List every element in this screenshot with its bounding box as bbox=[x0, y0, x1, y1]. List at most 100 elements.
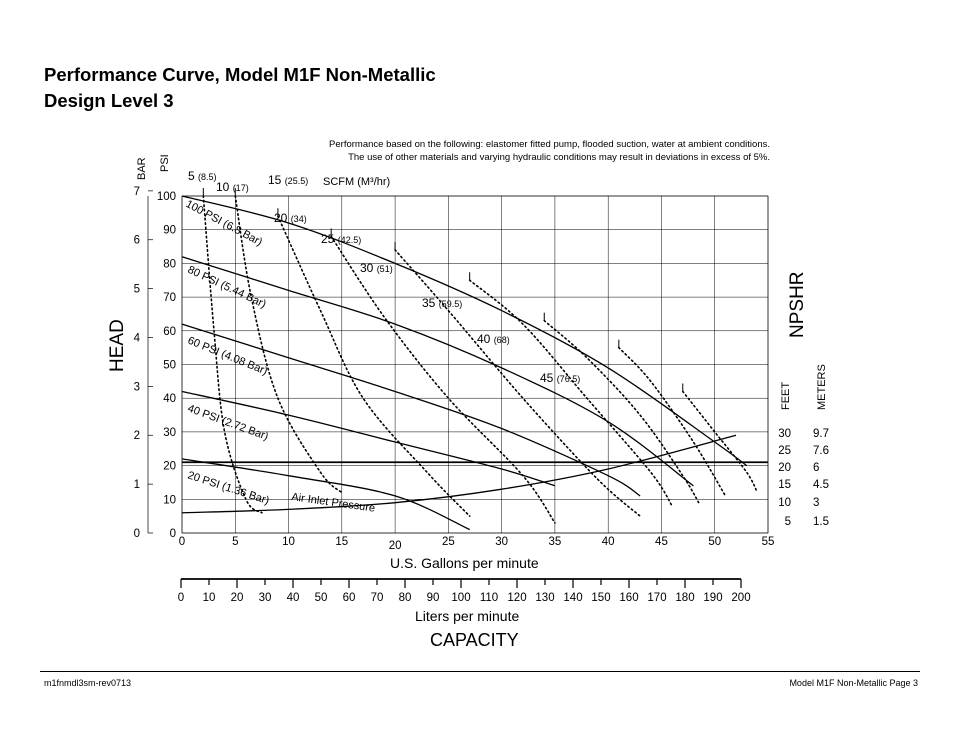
lpm-tick-label: 60 bbox=[343, 592, 356, 604]
bar-tick-label: 0 bbox=[134, 528, 140, 540]
air-inlet-curve bbox=[181, 434, 737, 514]
x-tick-label: 50 bbox=[708, 536, 721, 548]
psi-tick-label: 0 bbox=[170, 528, 176, 540]
lpm-axis-title: Liters per minute bbox=[415, 608, 519, 624]
lpm-tick-label: 20 bbox=[231, 592, 244, 604]
scfm-curve-label: 45 (76.5) bbox=[540, 371, 580, 385]
npshr-feet-tick-label: 15 bbox=[778, 479, 791, 491]
performance-note-line-2: The use of other materials and varying h… bbox=[348, 152, 770, 163]
scfm-curve bbox=[682, 390, 759, 494]
npshr-axis-title: NPSHR bbox=[787, 271, 808, 338]
psi-tick-label: 30 bbox=[163, 427, 176, 439]
lpm-tick-label: 160 bbox=[619, 592, 638, 604]
lpm-tick-label: 120 bbox=[507, 592, 526, 604]
lpm-tick-label: 190 bbox=[703, 592, 722, 604]
document-code: m1fnmdl3sm-rev0713 bbox=[44, 678, 132, 688]
lpm-tick-label: 80 bbox=[399, 592, 412, 604]
pressure-curve bbox=[181, 323, 641, 497]
lpm-tick-label: 180 bbox=[675, 592, 694, 604]
psi-tick-label: 50 bbox=[163, 360, 176, 372]
lpm-tick-label: 30 bbox=[259, 592, 272, 604]
x-tick-label: 10 bbox=[282, 536, 295, 548]
psi-tick-label: 40 bbox=[163, 393, 176, 405]
npshr-meter-tick-label: 7.6 bbox=[813, 445, 829, 457]
lpm-tick-label: 90 bbox=[427, 592, 440, 604]
scfm-curve-label: 30 (51) bbox=[360, 261, 393, 275]
npshr-feet-tick-label: 30 bbox=[778, 428, 791, 440]
head-axis-title: HEAD bbox=[107, 319, 128, 372]
lpm-tick-label: 140 bbox=[563, 592, 582, 604]
scfm-curve bbox=[543, 319, 700, 504]
x-tick-label: 15 bbox=[335, 536, 348, 548]
capacity-title: CAPACITY bbox=[430, 630, 519, 650]
feet-axis-title: FEET bbox=[780, 382, 792, 410]
bar-tick-label: 7 bbox=[134, 186, 140, 198]
performance-note-line-1: Performance based on the following: elas… bbox=[329, 139, 770, 150]
npshr-meter-tick-label: 4.5 bbox=[813, 479, 829, 491]
pressure-curve bbox=[181, 195, 748, 467]
npshr-feet-tick-label: 5 bbox=[785, 516, 791, 528]
x-tick-label: 5 bbox=[232, 536, 238, 548]
lpm-tick-label: 70 bbox=[371, 592, 384, 604]
pressure-curve-label: 20 PSI (1.36 Bar) bbox=[186, 469, 271, 507]
pressure-curve bbox=[181, 256, 694, 487]
psi-axis-title: PSI bbox=[159, 154, 171, 172]
npshr-meter-tick-label: 1.5 bbox=[813, 516, 829, 528]
scfm-curve bbox=[330, 235, 556, 524]
bar-tick-label: 4 bbox=[134, 332, 141, 344]
bar-tick-label: 1 bbox=[134, 479, 140, 491]
x-tick-label: 30 bbox=[495, 536, 508, 548]
footer-divider bbox=[40, 671, 920, 672]
pressure-curve bbox=[181, 390, 556, 487]
pressure-curve bbox=[181, 458, 470, 531]
bar-tick-label: 2 bbox=[134, 430, 140, 442]
scfm-curve-label: 10 (17) bbox=[216, 180, 249, 194]
bar-tick-label: 5 bbox=[134, 284, 140, 296]
lpm-tick-label: 0 bbox=[178, 592, 184, 604]
air-inlet-label: Air Inlet Pressure bbox=[291, 491, 376, 515]
page-title: Performance Curve, Model M1F Non-Metalli… bbox=[44, 62, 436, 114]
scfm-title: SCFM (M³/hr) bbox=[323, 176, 390, 188]
lpm-tick-label: 150 bbox=[591, 592, 610, 604]
psi-tick-label: 100 bbox=[157, 191, 176, 203]
psi-tick-label: 10 bbox=[163, 494, 176, 506]
x-tick-label: 55 bbox=[762, 536, 775, 548]
npshr-feet-tick-label: 25 bbox=[778, 445, 791, 457]
lpm-tick-label: 130 bbox=[535, 592, 554, 604]
scfm-curve bbox=[277, 215, 471, 517]
psi-tick-label: 80 bbox=[163, 258, 176, 270]
scfm-curve bbox=[234, 195, 343, 494]
x-axis-title: U.S. Gallons per minute bbox=[390, 555, 539, 571]
scfm-curve bbox=[394, 249, 641, 517]
lpm-tick-label: 200 bbox=[731, 592, 750, 604]
scfm-curve bbox=[468, 279, 673, 507]
scfm-curve-label: 40 (68) bbox=[477, 332, 510, 346]
npshr-feet-tick-label: 20 bbox=[778, 462, 791, 474]
lpm-tick-label: 110 bbox=[480, 592, 498, 604]
lpm-tick-label: 100 bbox=[451, 592, 470, 604]
x-tick-label: 20 bbox=[389, 540, 402, 552]
npshr-meter-tick-label: 6 bbox=[813, 462, 819, 474]
npshr-meter-tick-label: 9.7 bbox=[813, 428, 829, 440]
scfm-curve-label: 15 (25.5) bbox=[268, 173, 308, 187]
scfm-curve-label: 5 (8.5) bbox=[188, 169, 217, 183]
bar-axis-title: BAR bbox=[136, 157, 148, 180]
lpm-tick-label: 50 bbox=[315, 592, 328, 604]
x-tick-label: 40 bbox=[602, 536, 615, 548]
scfm-curve-label: 20 (34) bbox=[274, 211, 307, 225]
bar-tick-label: 6 bbox=[134, 235, 140, 247]
pressure-curve-label: 60 PSI (4.08 Bar) bbox=[186, 335, 269, 378]
x-tick-label: 45 bbox=[655, 536, 668, 548]
title-line-2: Design Level 3 bbox=[44, 90, 174, 111]
x-tick-label: 35 bbox=[549, 536, 562, 548]
npshr-meter-tick-label: 3 bbox=[813, 497, 819, 509]
psi-tick-label: 20 bbox=[163, 461, 176, 473]
title-line-1: Performance Curve, Model M1F Non-Metalli… bbox=[44, 64, 436, 85]
lpm-tick-label: 170 bbox=[647, 592, 666, 604]
lpm-tick-label: 40 bbox=[287, 592, 300, 604]
psi-tick-label: 60 bbox=[163, 326, 176, 338]
x-tick-label: 25 bbox=[442, 536, 455, 548]
scfm-curve-label: 25 (42.5) bbox=[321, 232, 361, 246]
x-tick-label: 0 bbox=[179, 536, 185, 548]
